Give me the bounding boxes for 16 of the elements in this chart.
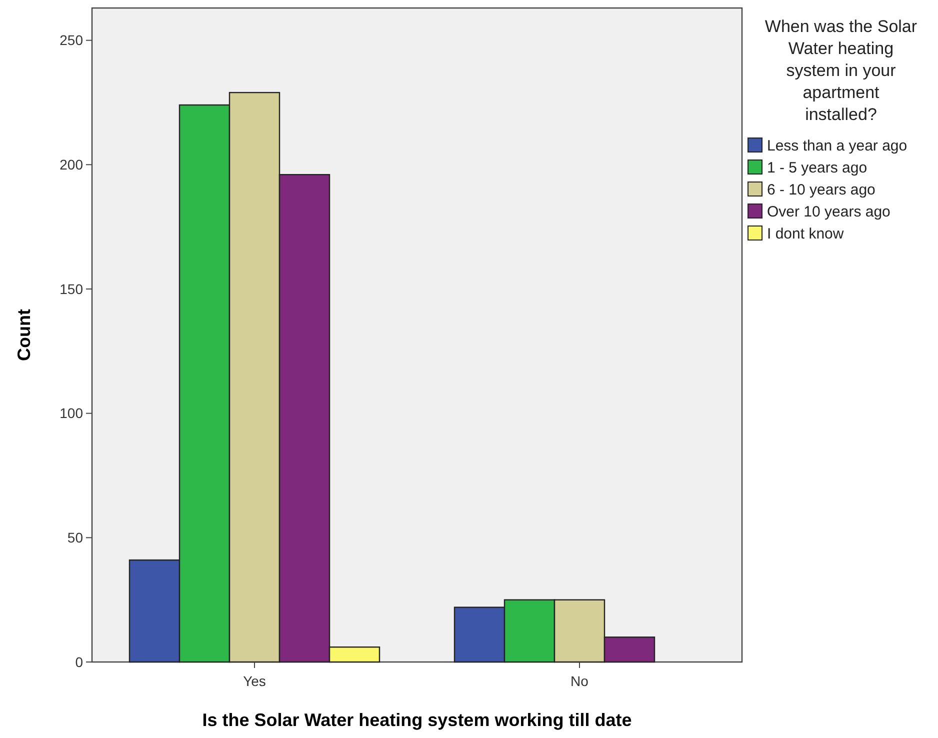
legend-title: When was the Solar Water heating system in your apartment installed? — [764, 17, 918, 124]
legend-label: I dont know — [767, 225, 844, 242]
y-tick-label: 0 — [75, 654, 84, 670]
y-axis-title: Count — [14, 309, 34, 361]
legend-label: Less than a year ago — [767, 137, 908, 154]
y-tick-label: 250 — [60, 32, 84, 48]
x-tick-label: Yes — [243, 673, 266, 689]
x-tick-label: No — [570, 673, 589, 689]
x-axis-title: Is the Solar Water heating system working till date — [202, 710, 632, 730]
y-tick-label: 100 — [60, 405, 84, 422]
y-tick-label: 50 — [67, 530, 84, 546]
legend-label: 6 - 10 years ago — [767, 181, 876, 198]
legend-label: Over 10 years ago — [767, 203, 890, 220]
y-tick-label: 200 — [60, 156, 84, 173]
y-tick-label: 150 — [60, 280, 84, 297]
legend-label: 1 - 5 years ago — [767, 159, 868, 176]
